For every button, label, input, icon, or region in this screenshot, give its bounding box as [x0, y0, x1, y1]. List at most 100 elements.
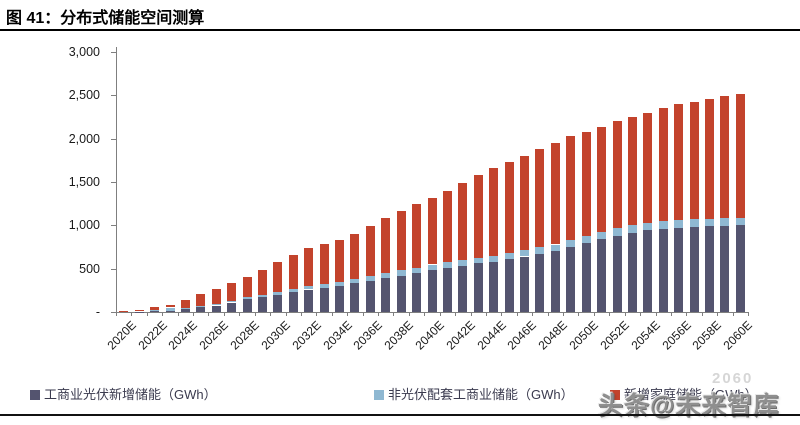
bar-segment-red [612, 121, 622, 229]
y-tick-label: 2,000 [68, 132, 100, 146]
bar-segment-red [689, 101, 699, 220]
x-tick-mark [347, 312, 348, 316]
bar-segment-dark-blue [288, 291, 298, 312]
bar-segment-red [720, 96, 730, 219]
bar-segment-red [335, 240, 344, 282]
bar-segment-red [520, 155, 529, 251]
bar-segment-dark-blue [705, 226, 714, 312]
y-tick-label: 2,500 [68, 88, 100, 102]
bar-segment-light-blue [689, 219, 699, 227]
bar-segment-red [165, 305, 175, 308]
bar-segment-dark-blue [720, 225, 730, 312]
bar-segment-dark-blue [550, 251, 560, 312]
plot-area: -500 1,000 1,500 2,000 2,500 3,000 2020E 2022E 2… [0, 32, 800, 382]
bar-segment-dark-blue [627, 232, 637, 312]
bar-segment-red [365, 225, 375, 276]
bar-segment-light-blue [473, 257, 483, 264]
bar-segment-dark-blue [489, 261, 499, 312]
bar-segment-dark-blue [273, 294, 283, 312]
x-tick-mark [609, 312, 610, 316]
bar-segment-red [705, 98, 714, 219]
bar-segment-light-blue [581, 235, 591, 243]
x-tick-mark [332, 312, 333, 316]
bar-segment-dark-blue [350, 283, 360, 312]
bar-segment-light-blue [566, 240, 576, 247]
x-tick-mark [301, 312, 302, 316]
y-tick-mark [111, 269, 116, 270]
x-tick-mark [594, 312, 595, 316]
bar-segment-dark-blue [504, 259, 514, 312]
bar-segment-dark-blue [520, 256, 529, 312]
bar-segment-dark-blue [227, 302, 237, 312]
x-tick-mark [424, 312, 425, 316]
bar-segment-light-blue [350, 278, 360, 284]
x-tick-mark [286, 312, 287, 316]
x-tick-mark [255, 312, 256, 316]
bar-segment-dark-blue [211, 305, 221, 312]
bar-segment-light-blue [288, 288, 298, 292]
bar-segment-red [473, 174, 483, 258]
chart-area: -500 1,000 1,500 2,000 2,500 3,000 2020E 2022E 2… [0, 32, 800, 382]
bar-segment-dark-blue [150, 311, 159, 313]
x-tick-mark [702, 312, 703, 316]
bar-segment-red [627, 116, 637, 226]
y-tick-mark [111, 139, 116, 140]
bar-segment-dark-blue [427, 270, 437, 312]
chart-legend: 工商业光伏新增储能（GWh） 非光伏配套工商业储能（GWh） 新增家庭储能（GW… [0, 384, 800, 404]
legend-item-household: 新增家庭储能（GWh） [610, 384, 758, 403]
bar-segment-red [504, 162, 514, 253]
figure-title: 图 41：分布式储能空间测算 [6, 10, 205, 27]
bar-segment-red [643, 112, 653, 223]
y-tick-mark [111, 95, 116, 96]
bar-segment-light-blue [535, 247, 545, 254]
x-tick-mark [208, 312, 209, 316]
watermark: 头条@未来智库 [598, 392, 780, 420]
bar-segment-red [581, 131, 591, 236]
x-tick-mark [563, 312, 564, 316]
bar-segment-dark-blue [597, 239, 607, 312]
y-tick-mark [111, 52, 116, 53]
legend-label: 工商业光伏新增储能（GWh） [44, 387, 217, 402]
legend-item-nonpv-commercial: 非光伏配套工商业储能（GWh） [374, 384, 574, 403]
legend-swatch-red [610, 390, 620, 400]
bar-segment-red [658, 108, 668, 222]
bar-segment-dark-blue [196, 307, 206, 312]
bar-segment-light-blue [180, 307, 190, 309]
bar-segment-light-blue [381, 273, 391, 279]
bar-segment-light-blue [550, 244, 560, 252]
bar-segment-light-blue [442, 262, 452, 268]
bar-segment-red [273, 262, 283, 292]
x-tick-mark [116, 312, 117, 316]
x-tick-mark [162, 312, 163, 316]
bar-segment-light-blue [674, 220, 684, 228]
bar-segment-red [674, 103, 684, 220]
bar-segment-red [180, 299, 190, 308]
bar-segment-light-blue [458, 259, 468, 266]
x-tick-mark [733, 312, 734, 316]
bar-segment-light-blue [257, 294, 267, 298]
bar-segment-light-blue [643, 222, 653, 231]
bar-segment-light-blue [489, 255, 499, 262]
y-tick-label: 1,000 [68, 218, 100, 232]
bar-segment-red [227, 282, 237, 301]
bar-segment-dark-blue [335, 286, 344, 312]
bar-segment-red [458, 182, 468, 260]
y-tick-label: 500 [79, 262, 100, 276]
bar-segment-red [535, 149, 545, 248]
bar-segment-dark-blue [643, 230, 653, 312]
bar-segment-light-blue [720, 218, 730, 226]
bar-segment-dark-blue [319, 287, 329, 312]
legend-swatch-dark-blue [30, 390, 40, 400]
bottom-divider [0, 414, 800, 416]
x-tick-mark [532, 312, 533, 316]
bar-segment-light-blue [504, 252, 514, 260]
bar-segment-light-blue [705, 218, 714, 227]
bar-segment-dark-blue [581, 242, 591, 312]
x-tick-mark [548, 312, 549, 316]
bar-segment-light-blue [319, 284, 329, 288]
bar-segment-red [150, 307, 159, 311]
bar-segment-red [442, 190, 452, 263]
bar-segment-red [412, 204, 422, 268]
bar-segment-dark-blue [365, 280, 375, 312]
bar-segment-dark-blue [658, 228, 668, 312]
